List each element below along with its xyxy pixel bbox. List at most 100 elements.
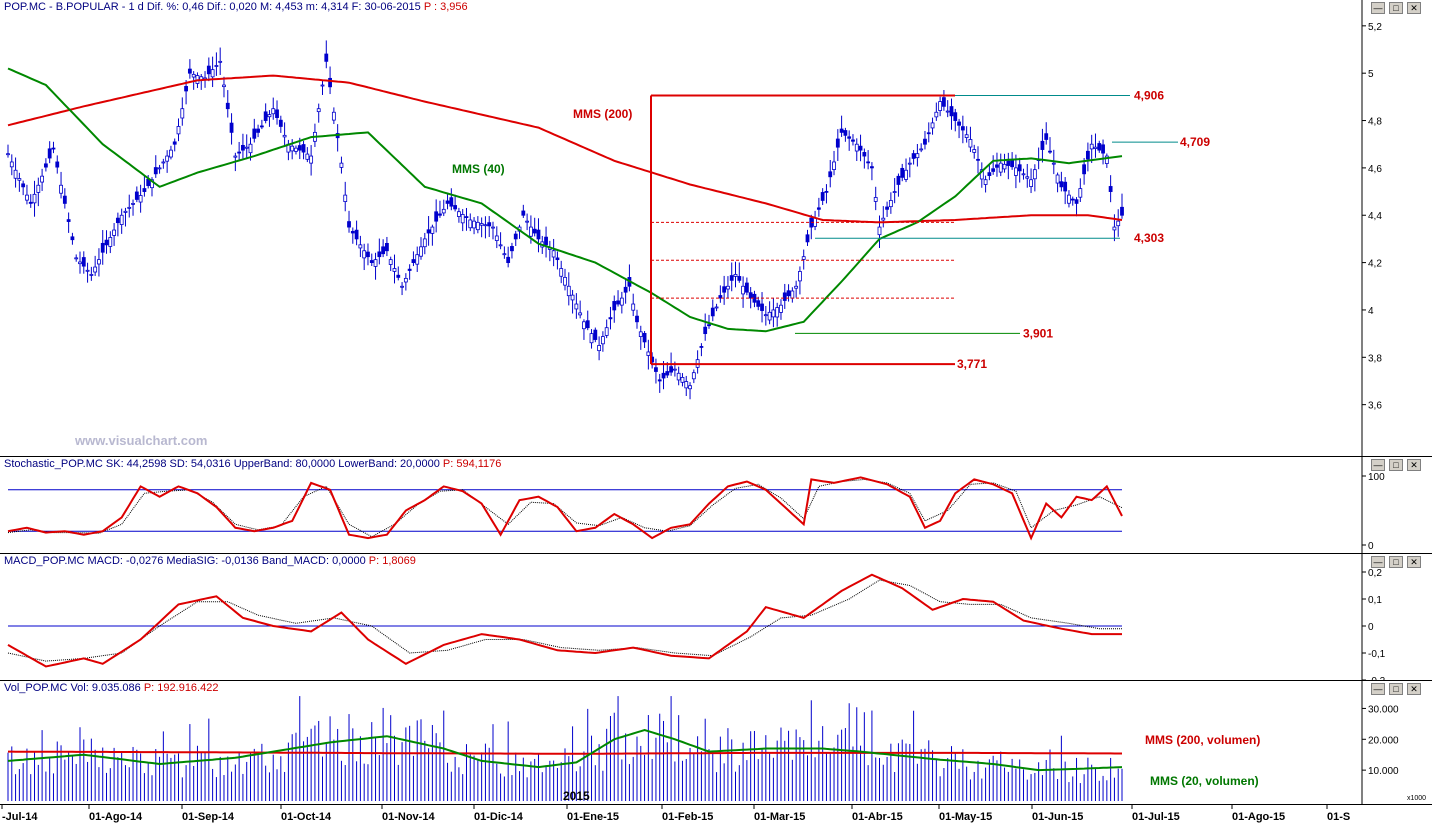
x-axis-chart: -Jul-14 01-Ago-14 01-Sep-14 01-Oct-14 01-Nov…	[1, 805, 1350, 823]
candle-body	[222, 84, 226, 88]
candle-body	[635, 315, 639, 323]
candle-body	[214, 65, 219, 67]
candle-body	[32, 193, 37, 204]
candle-body	[1006, 160, 1011, 166]
candle-body	[707, 324, 711, 327]
candle-body	[665, 371, 670, 376]
price-minimize-button[interactable]: —	[1371, 2, 1385, 14]
candle-body	[51, 147, 56, 150]
candle-body	[392, 268, 397, 272]
volume-chart[interactable]: 30.000 20.000 10.000 x1000 MMS (200, volumen…	[0, 681, 1432, 804]
vol-header-p: P: 192.916.422	[140, 682, 219, 694]
candle-body	[1097, 143, 1102, 151]
candle-body	[805, 234, 810, 243]
candle-body	[301, 144, 306, 153]
candle-body	[900, 167, 905, 178]
x-tick-label: 01-Oct-14	[281, 811, 332, 823]
candle-body	[779, 304, 783, 313]
vol-close-button[interactable]: ✕	[1407, 683, 1421, 695]
candle-body	[1085, 150, 1090, 160]
candle-body	[1108, 186, 1113, 192]
stoch-maximize-button[interactable]: □	[1389, 459, 1403, 471]
candle-body	[1014, 167, 1018, 176]
candle-body	[85, 269, 90, 272]
candle-body	[479, 223, 484, 226]
x-tick-label: 01-Sep-14	[182, 811, 235, 823]
candle-body	[907, 162, 912, 165]
candle-body	[684, 381, 689, 389]
price-panel[interactable]: POP.MC - B.POPULAR - 1 d Dif. %: 0,46 Di…	[0, 0, 1432, 456]
price-chart[interactable]: 5,2 5 4,8 4,6 4,4 4,2 4 3,8 3,6 MMS (200) MMS (40)…	[0, 0, 1432, 456]
candle-body	[309, 155, 314, 164]
separator	[0, 553, 1432, 554]
stoch-minimize-button[interactable]: —	[1371, 459, 1385, 471]
candle-body	[237, 151, 242, 154]
candle-body	[926, 132, 931, 135]
vol-minimize-button[interactable]: —	[1371, 683, 1385, 695]
separator	[0, 680, 1432, 681]
price-header-text: POP.MC - B.POPULAR - 1 d Dif. %: 0,46 Di…	[4, 1, 421, 13]
vol-mms20-line	[7, 728, 1123, 772]
vol-scale-label: x1000	[1407, 795, 1426, 802]
candle-body	[275, 109, 279, 118]
candle-body	[995, 164, 999, 168]
price-y-tick-label: 4	[1368, 306, 1374, 317]
stochastic-panel[interactable]: Stochastic_POP.MC SK: 44,2598 SD: 54,031…	[0, 457, 1432, 553]
candle-body	[206, 65, 211, 75]
candle-body	[169, 149, 173, 158]
candle-body	[911, 153, 916, 159]
candle-body	[115, 217, 120, 224]
candle-body	[1082, 164, 1087, 175]
macd-close-button[interactable]: ✕	[1407, 556, 1421, 568]
candle-body	[661, 372, 666, 379]
level-4709-label: 4,709	[1180, 135, 1210, 149]
macd-line	[7, 573, 1122, 668]
price-close-button[interactable]: ✕	[1407, 2, 1421, 14]
candle-body	[847, 136, 852, 139]
candle-body	[843, 130, 848, 136]
candle-body	[885, 206, 889, 210]
macd-header: MACD_POP.MC MACD: -0,0276 MediaSIG: -0,0…	[4, 555, 416, 567]
candle-body	[528, 226, 533, 237]
candle-body	[998, 162, 1003, 173]
candle-body	[1059, 181, 1064, 188]
candle-body	[938, 101, 943, 111]
macd-y-tick-label: -0,1	[1368, 649, 1386, 660]
vol-mms200-line	[8, 750, 1122, 755]
candle-body	[593, 329, 598, 340]
candle-body	[972, 149, 977, 153]
mms40-line	[7, 67, 1123, 333]
candle-body	[354, 229, 359, 240]
candle-body	[987, 172, 992, 176]
candle-body	[415, 254, 420, 265]
stoch-close-button[interactable]: ✕	[1407, 459, 1421, 471]
vol-mms20-label: MMS (20, volumen)	[1150, 774, 1259, 788]
candle-body	[619, 297, 624, 306]
candle-body	[756, 300, 761, 307]
macd-chart[interactable]: 0,2 0,1 0 -0,1 -0,2	[0, 554, 1432, 680]
candle-body	[331, 111, 336, 121]
candle-body	[676, 372, 681, 381]
candle-body	[381, 246, 386, 255]
macd-minimize-button[interactable]: —	[1371, 556, 1385, 568]
volume-panel[interactable]: Vol_POP.MC Vol: 9.035.086 P: 192.916.422…	[0, 681, 1432, 804]
candle-body	[1002, 163, 1007, 170]
x-tick-label: 01-Feb-15	[662, 811, 713, 823]
candle-body	[259, 125, 264, 128]
candle-body	[256, 128, 260, 133]
candle-body	[646, 351, 651, 356]
candle-body	[1048, 150, 1052, 153]
candle-body	[131, 203, 135, 205]
candle-body	[1044, 133, 1049, 140]
candle-body	[877, 226, 882, 236]
stochastic-chart[interactable]: 100 0	[0, 457, 1432, 553]
price-maximize-button[interactable]: □	[1389, 2, 1403, 14]
candle-body	[468, 219, 473, 229]
macd-maximize-button[interactable]: □	[1389, 556, 1403, 568]
candle-body	[775, 307, 780, 318]
candle-body	[798, 271, 802, 282]
vol-maximize-button[interactable]: □	[1389, 683, 1403, 695]
macd-y-tick-label: 0,1	[1368, 595, 1382, 606]
macd-panel[interactable]: MACD_POP.MC MACD: -0,0276 MediaSIG: -0,0…	[0, 554, 1432, 680]
candle-body	[1063, 181, 1068, 192]
